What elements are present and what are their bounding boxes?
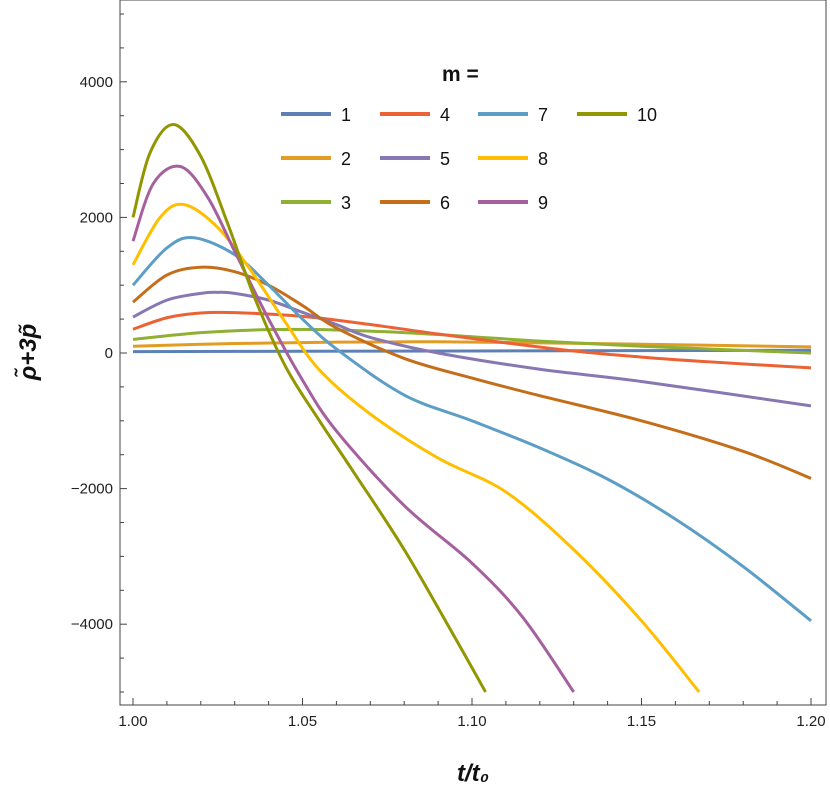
legend-label-m-4: 4 xyxy=(440,105,450,125)
legend-label-m-3: 3 xyxy=(341,193,351,213)
legend-title: m = xyxy=(442,63,479,86)
y-tick-label: −2000 xyxy=(71,481,113,498)
legend-label-m-1: 1 xyxy=(341,105,351,125)
series-line-m-1 xyxy=(132,348,812,354)
legend-label-m-2: 2 xyxy=(341,149,351,169)
legend-label-m-5: 5 xyxy=(440,149,450,169)
x-axis-title: t/t₀ xyxy=(457,760,489,787)
x-tick-label: 1.00 xyxy=(118,713,147,730)
legend-label-m-8: 8 xyxy=(538,149,548,169)
x-tick-label: 1.15 xyxy=(627,713,656,730)
y-tick-label: 0 xyxy=(105,345,113,362)
legend-label-m-9: 9 xyxy=(538,193,548,213)
series-line-m-10 xyxy=(131,123,487,693)
series-line-m-8 xyxy=(131,202,701,693)
legend-label-m-10: 10 xyxy=(637,105,657,125)
y-tick-label: 2000 xyxy=(80,209,113,226)
series-line-m-7 xyxy=(131,236,812,622)
legend-label-m-6: 6 xyxy=(440,193,450,213)
x-tick-label: 1.10 xyxy=(457,713,486,730)
series-line-m-3 xyxy=(132,327,812,355)
x-tick-label: 1.05 xyxy=(288,713,317,730)
axis-tick-labels: 1.00 1.05 1.10 1.15 1.20 4000 2000 0 −2000 −4000 xyxy=(71,74,826,730)
series-line-m-2 xyxy=(132,340,812,349)
series-lines xyxy=(131,123,812,693)
series-line-m-9 xyxy=(131,164,575,693)
y-axis-title: ρ̃+3p̃ xyxy=(14,324,42,382)
legend: 1 2 3 4 5 6 7 8 9 10 xyxy=(281,105,657,213)
series-line-m-4 xyxy=(132,310,812,370)
legend-label-m-7: 7 xyxy=(538,105,548,125)
series-line-m-6 xyxy=(132,265,812,480)
x-tick-label: 1.20 xyxy=(796,713,825,730)
y-tick-label: 4000 xyxy=(80,74,113,91)
y-tick-label: −4000 xyxy=(71,616,113,633)
axis-ticks xyxy=(120,13,812,705)
